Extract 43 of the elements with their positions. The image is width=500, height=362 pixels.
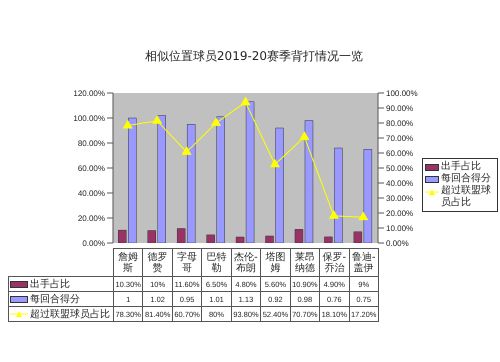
x-tick-label: 塔图姆 (260, 248, 290, 276)
y-tick-label: 120.00% (73, 88, 105, 98)
y2-tick-label: 70.00% (386, 134, 414, 143)
point (300, 132, 310, 140)
y2-tick-label: 0.00% (386, 238, 409, 248)
legend-label: 超过联盟球员占比 (441, 185, 492, 209)
x-tick-label: 詹姆斯 (114, 248, 143, 276)
y2-tick-label: 80.00% (386, 118, 414, 128)
x-tick-label: 杰伦-布朗 (231, 248, 261, 276)
legend-label: 出手占比 (8, 276, 114, 292)
point (152, 116, 162, 124)
point (240, 96, 250, 106)
y-tick-label: 100.00% (73, 114, 105, 123)
point (182, 146, 192, 155)
point (329, 210, 338, 219)
point (358, 212, 368, 220)
point (123, 120, 132, 128)
point (211, 118, 221, 126)
chart-title: 相似位置球员2019-20赛季背打情况一览 (144, 48, 364, 65)
y-tick-label: 0.00% (82, 238, 105, 248)
y2-tick-label: 10.00% (386, 224, 414, 233)
point (270, 159, 280, 168)
y-tick-label: 60.00% (78, 164, 105, 173)
x-tick-label: 莱昂纳德 (290, 248, 320, 276)
y2-tick-label: 40.00% (386, 178, 414, 188)
text: 出手占比 (441, 161, 481, 172)
x-tick-label: 巴特勒 (202, 248, 232, 276)
text: 每回合得分 (30, 294, 80, 305)
y2-tick-label: 20.00% (386, 208, 414, 218)
y2-tick-label: 50.00% (386, 164, 414, 173)
y-tick-label: 80.00% (78, 138, 105, 148)
y2-tick-label: 60.00% (386, 148, 414, 158)
y-tick-label: 20.00% (78, 214, 105, 223)
y2-tick-label: 90.00% (386, 104, 414, 113)
text: 超过联盟球员占比 (30, 309, 110, 320)
x-tick-label: 字母哥 (172, 248, 202, 276)
x-tick-label: 鲁迪-盖伊 (349, 248, 378, 276)
y2-tick-label: 30.00% (386, 194, 414, 203)
x-tick-label: 德罗赞 (142, 248, 172, 276)
x-tick-label: 保罗-乔治 (320, 248, 349, 276)
y-tick-label: 40.00% (78, 188, 105, 198)
legend-label: 每回合得分 (441, 173, 491, 184)
y2-tick-label: 100.00% (386, 88, 418, 98)
